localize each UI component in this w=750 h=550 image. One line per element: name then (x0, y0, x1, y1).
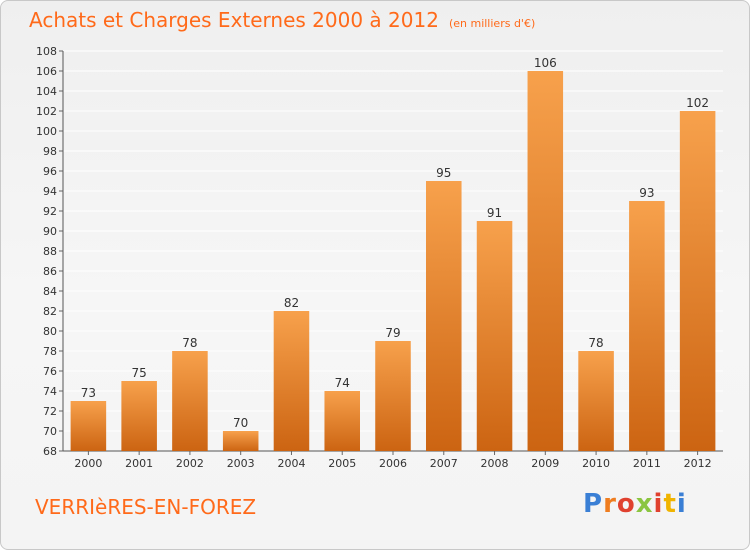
y-tick-label: 88 (43, 245, 57, 258)
y-tick-label: 76 (43, 365, 57, 378)
x-tick-label: 2003 (227, 457, 255, 470)
chart-title-text: Achats et Charges Externes 2000 à 2012 (29, 8, 439, 32)
y-tick-label: 104 (36, 85, 57, 98)
x-tick-label: 2005 (328, 457, 356, 470)
value-label: 95 (436, 166, 451, 180)
bar (426, 181, 462, 451)
bar (121, 381, 157, 451)
y-tick-label: 78 (43, 345, 57, 358)
value-label: 79 (385, 326, 400, 340)
x-tick-label: 2010 (582, 457, 610, 470)
value-label: 106 (534, 56, 557, 70)
place-name: VERRIèRES-EN-FOREZ (35, 495, 257, 519)
bar (324, 391, 360, 451)
y-tick-label: 102 (36, 105, 57, 118)
value-label: 93 (639, 186, 654, 200)
y-tick-label: 72 (43, 405, 57, 418)
value-label: 74 (335, 376, 350, 390)
bar (629, 201, 665, 451)
y-tick-label: 68 (43, 445, 57, 458)
bars: 73 2000 75 2001 78 2002 70 2003 82 2004 74 2005 79 20… (70, 56, 716, 470)
y-tick-label: 84 (43, 285, 57, 298)
bar (578, 351, 614, 451)
y-tick-label: 94 (43, 185, 57, 198)
x-tick-label: 2000 (74, 457, 102, 470)
y-tick-label: 74 (43, 385, 57, 398)
value-label: 78 (588, 336, 603, 350)
value-label: 78 (182, 336, 197, 350)
x-tick-label: 2001 (125, 457, 153, 470)
x-tick-label: 2009 (531, 457, 559, 470)
y-tick-label: 70 (43, 425, 57, 438)
y-tick-label: 98 (43, 145, 57, 158)
x-tick-label: 2008 (481, 457, 509, 470)
x-tick-label: 2006 (379, 457, 407, 470)
value-label: 73 (81, 386, 96, 400)
bar (222, 431, 259, 451)
value-label: 91 (487, 206, 502, 220)
bar (679, 111, 716, 451)
y-tick-label: 80 (43, 325, 57, 338)
value-label: 82 (284, 296, 299, 310)
bar (273, 311, 310, 451)
x-tick-label: 2012 (684, 457, 712, 470)
y-tick-label: 106 (36, 65, 57, 78)
y-tick-label: 92 (43, 205, 57, 218)
bar (375, 341, 411, 451)
x-tick-label: 2002 (176, 457, 204, 470)
x-tick-label: 2011 (633, 457, 661, 470)
chart-subtitle: (en milliers d'€) (448, 17, 536, 30)
value-label: 70 (233, 416, 248, 430)
chart-title: Achats et Charges Externes 2000 à 2012 (e… (29, 8, 535, 32)
y-tick-label: 86 (43, 265, 57, 278)
value-label: 102 (686, 96, 709, 110)
y-tick-label: 108 (36, 45, 57, 58)
value-label: 75 (132, 366, 147, 380)
x-tick-label: 2007 (430, 457, 458, 470)
bar (70, 401, 107, 451)
y-tick-label: 100 (36, 125, 57, 138)
proxiti-logo: Proxiti (583, 489, 687, 519)
x-tick-label: 2004 (277, 457, 305, 470)
y-tick-label: 96 (43, 165, 57, 178)
bar (172, 351, 208, 451)
bar (476, 221, 513, 451)
bar (527, 71, 564, 451)
y-tick-label: 82 (43, 305, 57, 318)
y-tick-label: 90 (43, 225, 57, 238)
